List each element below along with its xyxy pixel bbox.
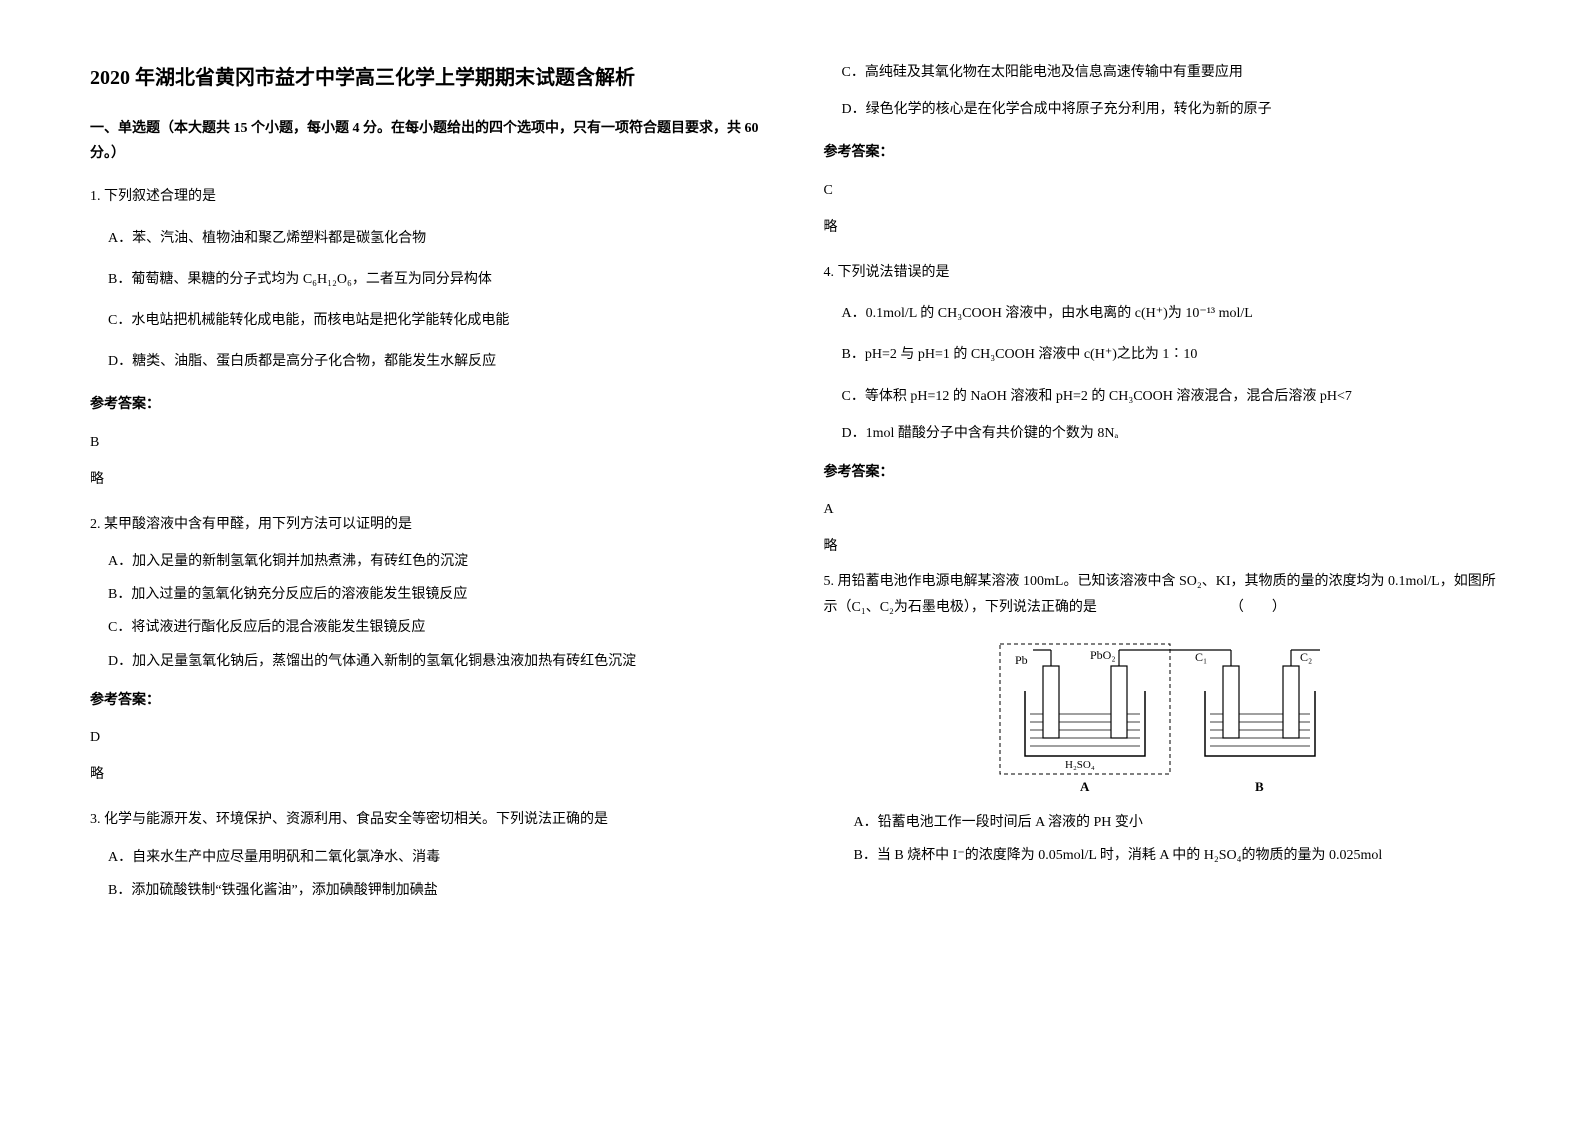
q3-answer: C: [824, 178, 1498, 203]
q1-option-d: D．糖类、油脂、蛋白质都是高分子化合物，都能发生水解反应: [90, 349, 764, 374]
label-c1: C₁: [1195, 650, 1207, 664]
q3-option-b: B．添加硫酸铁制“铁强化酱油”，添加碘酸钾制加碘盐: [90, 878, 764, 903]
q4-answer-label: 参考答案：: [824, 460, 1498, 485]
right-column: C．高纯硅及其氧化物在太阳能电池及信息高速传输中有重要应用 D．绿色化学的核心是…: [824, 60, 1498, 1062]
left-column: 2020 年湖北省黄冈市益才中学高三化学上学期期末试题含解析 一、单选题（本大题…: [90, 60, 764, 1062]
electrochemistry-diagram: Pb PbO₂ H₂SO₄ A C₁ C₂ B: [995, 636, 1325, 796]
q2-answer-label: 参考答案：: [90, 688, 764, 713]
q4-stem: 4. 下列说法错误的是: [824, 260, 1498, 285]
label-pb: Pb: [1015, 653, 1028, 667]
q3-stem: 3. 化学与能源开发、环境保护、资源利用、食品安全等密切相关。下列说法正确的是: [90, 807, 764, 832]
q1-option-a: A．苯、汽油、植物油和聚乙烯塑料都是碳氢化合物: [90, 226, 764, 251]
q2-option-d: D．加入足量氢氧化钠后，蒸馏出的气体通入新制的氢氧化铜悬浊液加热有砖红色沉淀: [90, 649, 764, 674]
q2-stem: 2. 某甲酸溶液中含有甲醛，用下列方法可以证明的是: [90, 512, 764, 537]
exam-title: 2020 年湖北省黄冈市益才中学高三化学上学期期末试题含解析: [90, 60, 764, 96]
q3-note: 略: [824, 215, 1498, 240]
q2-note: 略: [90, 762, 764, 787]
q5-option-a: A．铅蓄电池工作一段时间后 A 溶液的 PH 变小: [824, 810, 1498, 835]
q1-stem: 1. 下列叙述合理的是: [90, 184, 764, 209]
q4-option-b: B．pH=2 与 pH=1 的 CH₃COOH 溶液中 c(H⁺)之比为 1∶1…: [824, 342, 1498, 367]
q3-option-d: D．绿色化学的核心是在化学合成中将原子充分利用，转化为新的原子: [824, 97, 1498, 122]
q4-option-d: D．1mol 醋酸分子中含有共价键的个数为 8Nₐ: [824, 421, 1498, 446]
q1-note: 略: [90, 467, 764, 492]
q2-option-a: A．加入足量的新制氢氧化铜并加热煮沸，有砖红色的沉淀: [90, 549, 764, 574]
q4-answer: A: [824, 497, 1498, 522]
q3-option-c: C．高纯硅及其氧化物在太阳能电池及信息高速传输中有重要应用: [824, 60, 1498, 85]
q5-option-b: B．当 B 烧杯中 I⁻的浓度降为 0.05mol/L 时，消耗 A 中的 H₂…: [824, 843, 1498, 868]
q1-answer: B: [90, 430, 764, 455]
q1-option-c: C．水电站把机械能转化成电能，而核电站是把化学能转化成电能: [90, 308, 764, 333]
label-h2so4: H₂SO₄: [1065, 759, 1095, 771]
q2-option-b: B．加入过量的氢氧化钠充分反应后的溶液能发生银镜反应: [90, 582, 764, 607]
q5-diagram: Pb PbO₂ H₂SO₄ A C₁ C₂ B: [824, 636, 1498, 796]
q4-option-c: C．等体积 pH=12 的 NaOH 溶液和 pH=2 的 CH₃COOH 溶液…: [824, 384, 1498, 409]
q4-note: 略: [824, 534, 1498, 559]
q2-option-c: C．将试液进行酯化反应后的混合液能发生银镜反应: [90, 615, 764, 640]
q2-answer: D: [90, 725, 764, 750]
q1-option-b: B．葡萄糖、果糖的分子式均为 C₆H₁₂O₆，二者互为同分异构体: [90, 267, 764, 292]
label-a: A: [1080, 779, 1090, 794]
q4-option-a: A．0.1mol/L 的 CH₃COOH 溶液中，由水电离的 c(H⁺)为 10…: [824, 301, 1498, 326]
q5-stem: 5. 用铅蓄电池作电源电解某溶液 100mL。已知该溶液中含 SO₂、KI，其物…: [824, 569, 1498, 619]
label-c2: C₂: [1300, 650, 1312, 664]
q1-answer-label: 参考答案：: [90, 392, 764, 417]
q3-answer-label: 参考答案：: [824, 140, 1498, 165]
section-header: 一、单选题（本大题共 15 个小题，每小题 4 分。在每小题给出的四个选项中，只…: [90, 116, 764, 166]
label-pbo2: PbO₂: [1090, 648, 1116, 662]
q3-option-a: A．自来水生产中应尽量用明矾和二氧化氯净水、消毒: [90, 845, 764, 870]
label-b: B: [1255, 779, 1264, 794]
